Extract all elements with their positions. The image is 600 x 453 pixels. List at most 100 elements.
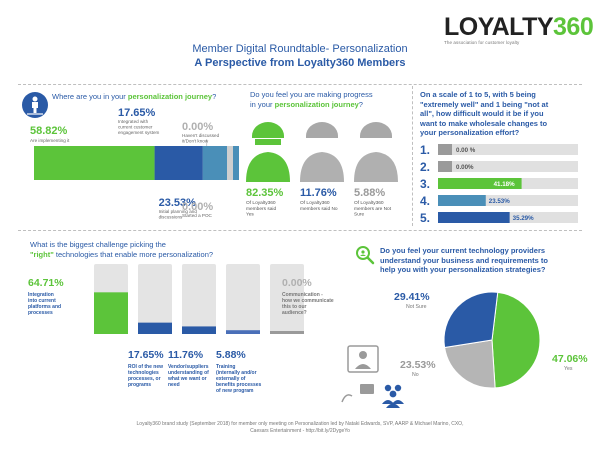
q3-rank-label-0: 1. bbox=[420, 143, 430, 157]
q4-category-label-1-line-3: programs bbox=[128, 382, 151, 388]
q4-category-label-4-line-3: audience? bbox=[282, 310, 307, 316]
q4-question: What is the biggest challenge picking th… bbox=[30, 240, 290, 259]
q3-data-label-2: 41.18% bbox=[494, 181, 515, 188]
q4-category-label-3-line-0: Training bbox=[216, 364, 235, 370]
q4-data-label-3: 5.88% bbox=[216, 349, 246, 361]
q2-person-face-icon-2 bbox=[363, 139, 389, 145]
q2-person-cap-icon-1 bbox=[306, 122, 338, 138]
q3-data-label-0: 0.00 % bbox=[456, 147, 476, 154]
q4-category-label-2-line-3: need bbox=[168, 382, 180, 388]
q2-question-suffix: ? bbox=[358, 99, 363, 109]
q4-data-label-4: 0.00% bbox=[282, 277, 312, 289]
q4-category-label-2-line-0: Vendor/suppliers bbox=[168, 364, 209, 370]
q4-category-label-1-line-2: processes, or bbox=[128, 376, 161, 382]
q5-question-line3: help you with your personalization strat… bbox=[380, 265, 546, 274]
q4-category-label-4-line-0: Communication - bbox=[282, 292, 323, 298]
q4-column-track-1 bbox=[138, 264, 172, 334]
q3-data-label-3: 23.53% bbox=[489, 198, 510, 205]
q2-data-label-1: 11.76% bbox=[300, 187, 337, 199]
q2-person-face-icon-0 bbox=[255, 139, 281, 145]
q2-question-line1: Do you feel you are making progress bbox=[250, 90, 373, 99]
q4-column-track-4 bbox=[270, 264, 304, 334]
q4-category-label-0-line-3: processes bbox=[28, 310, 53, 316]
q2-data-label-2: 5.88% bbox=[354, 187, 385, 199]
q2-person-cap-icon-0 bbox=[252, 122, 284, 138]
loyalty360-logo: LOYALTY360 The association for customer … bbox=[444, 14, 594, 54]
q4-question-emphasis: "right" bbox=[30, 249, 54, 259]
q5-pie-slice-2 bbox=[443, 291, 499, 349]
q5-question: Do you feel your current technology prov… bbox=[380, 246, 590, 275]
q1-question-prefix: Where are you in your bbox=[52, 92, 128, 101]
q4-question-line1: What is the biggest challenge picking th… bbox=[30, 240, 166, 249]
q1-data-label-3: 0.00% bbox=[182, 121, 213, 133]
q3-bar-track-1 bbox=[438, 161, 578, 172]
q1-category-label-2-line-2: engagement system bbox=[118, 130, 160, 135]
q4-category-label-2-line-2: what we want or bbox=[167, 376, 207, 382]
q4-data-label-0: 64.71% bbox=[28, 277, 64, 289]
q2-person-cap-icon-2 bbox=[360, 122, 392, 138]
q5-category-label-0: Yes bbox=[564, 366, 573, 372]
q2-data-label-0: 82.35% bbox=[246, 187, 284, 199]
q1-category-label-3-line-1: it/Don't know bbox=[182, 139, 209, 144]
q2-caption-2-line-0: Of Loyalty360 bbox=[354, 200, 384, 206]
q3-bar-1 bbox=[438, 161, 452, 172]
q3-bar-0 bbox=[438, 144, 452, 155]
page-title: Member Digital Roundtable- Personalizati… bbox=[192, 43, 408, 55]
q3-bar-track-0 bbox=[438, 144, 578, 155]
q4-category-label-1-line-0: ROI of the new bbox=[128, 364, 163, 370]
q4-data-label-2: 11.76% bbox=[168, 349, 204, 361]
q1-question-suffix: ? bbox=[212, 92, 217, 101]
q5-question-line1: Do you feel your current technology prov… bbox=[380, 246, 546, 255]
footer-line2: Caesars Entertainment - http://bit.ly/2D… bbox=[250, 428, 350, 434]
q1-category-label-4-line-0: Started a POC bbox=[182, 213, 213, 218]
q2-caption-0-line-0: Of Loyalty360 bbox=[246, 200, 276, 206]
q4-category-label-0-line-2: platforms and bbox=[28, 304, 61, 310]
q3-question-line3: all", how difficult would it be if you bbox=[420, 109, 544, 118]
q3-question-line1: On a scale of 1 to 5, with 5 being bbox=[420, 90, 536, 99]
q2-person-face-icon-1 bbox=[309, 139, 335, 145]
q1-bar-segment-0 bbox=[34, 146, 155, 180]
q2-caption-1-line-1: members said No bbox=[300, 206, 338, 212]
q2-question: Do you feel you are making progress in y… bbox=[250, 90, 410, 109]
q1-question: Where are you in your personalization jo… bbox=[52, 92, 262, 102]
q2-caption-2-line-1: members are Not bbox=[354, 206, 392, 212]
q4-category-label-2-line-1: understanding of bbox=[168, 370, 209, 376]
logo-tagline: The association for customer loyalty bbox=[444, 40, 520, 45]
q1-category-label-1-line-0: Initial planning and bbox=[159, 209, 198, 214]
q4-category-label-0-line-0: Integration bbox=[28, 292, 54, 298]
q3-data-label-4: 35.29% bbox=[513, 215, 534, 222]
q3-bar-chart: 1. 0.00 % 2. 0.00% 3. 41.18% 4. 23.53% 5. 35.29% bbox=[420, 143, 578, 225]
q4-data-label-1: 17.65% bbox=[128, 349, 164, 361]
q4-category-label-3-line-2: externally of bbox=[216, 376, 246, 382]
q3-question-line5: your personalization effort? bbox=[420, 128, 520, 137]
q3-question: On a scale of 1 to 5, with 5 being "extr… bbox=[420, 90, 590, 138]
q2-caption-1-line-0: Of Loyalty360 bbox=[300, 200, 330, 206]
q1-data-label-4: 0.00% bbox=[182, 201, 213, 213]
magnifier-icon bbox=[354, 244, 376, 266]
q2-person-body-icon-0 bbox=[246, 152, 290, 182]
q5-category-label-2: Not Sure bbox=[406, 304, 427, 310]
q2-question-emphasis: personalization journey bbox=[274, 99, 359, 109]
q4-column-0 bbox=[94, 292, 128, 334]
q4-column-3 bbox=[226, 330, 260, 334]
q4-column-track-2 bbox=[182, 264, 216, 334]
q4-category-label-0-line-1: into current bbox=[28, 298, 56, 304]
q5-pie-slice-1 bbox=[444, 339, 496, 389]
q1-bar-segment-zero-a bbox=[227, 146, 233, 180]
q1-category-label-2-line-0: Integrated with bbox=[118, 119, 149, 124]
q3-bar-track-3 bbox=[438, 195, 578, 206]
q4-category-label-1-line-1: technologies bbox=[128, 370, 159, 376]
q3-question-line2: "extremely well" and 1 being "not at bbox=[420, 99, 549, 109]
logo-number: 360 bbox=[553, 13, 594, 41]
q1-category-label-3-line-0: Haven't discussed bbox=[182, 133, 220, 138]
team-chat-illustration bbox=[340, 344, 412, 408]
journey-person-icon bbox=[22, 92, 48, 118]
q2-person-body-icon-2 bbox=[354, 152, 398, 182]
q1-data-label-0: 58.82% bbox=[30, 125, 68, 137]
top-divider bbox=[18, 84, 582, 85]
q5-data-label-2: 29.41% bbox=[394, 291, 430, 303]
q3-rank-label-2: 3. bbox=[420, 177, 430, 191]
q1-category-label-0-line-0: Are implementing it bbox=[30, 138, 70, 143]
page-subtitle: A Perspective from Loyalty360 Members bbox=[194, 57, 406, 69]
